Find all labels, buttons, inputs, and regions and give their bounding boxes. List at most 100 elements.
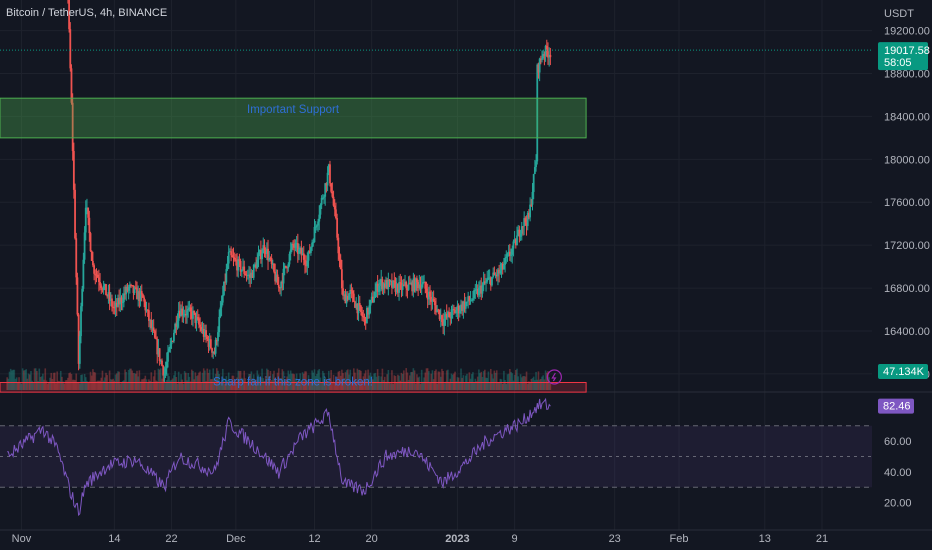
volume-bar xyxy=(320,382,323,390)
candle-body xyxy=(497,269,499,277)
candle-body xyxy=(538,58,541,73)
candle-body xyxy=(107,292,110,297)
volume-bar xyxy=(36,371,38,390)
volume-bar xyxy=(279,378,281,390)
volume-bar xyxy=(283,381,286,390)
volume-bar xyxy=(164,381,167,390)
candle-body xyxy=(188,307,191,309)
rsi-value: 82.46 xyxy=(883,401,911,413)
candle-body xyxy=(531,191,534,205)
volume-bar xyxy=(481,376,484,390)
candle-body xyxy=(71,102,74,152)
candle-body xyxy=(402,284,405,286)
candle-body xyxy=(319,204,322,215)
volume-bar xyxy=(229,379,231,390)
candle-body xyxy=(256,259,259,269)
candle-body xyxy=(468,296,471,301)
volume-bar xyxy=(113,380,116,390)
volume-bar xyxy=(482,371,485,390)
volume-bar xyxy=(444,381,447,390)
volume-bar xyxy=(25,369,28,390)
volume-bar xyxy=(363,373,366,390)
volume-bar xyxy=(345,370,348,390)
candle-body xyxy=(198,318,200,325)
volume-bar xyxy=(372,379,374,390)
candle-body xyxy=(75,238,78,278)
volume-bar xyxy=(269,371,272,390)
candle-body xyxy=(261,253,263,260)
candle-body xyxy=(305,264,308,267)
candle-body xyxy=(405,281,408,289)
candle-body xyxy=(400,282,403,290)
volume-bar xyxy=(313,369,316,390)
candle-body xyxy=(292,244,294,246)
volume-bar xyxy=(107,382,110,390)
volume-bar xyxy=(202,368,205,390)
volume-bar xyxy=(125,371,128,390)
candle-body xyxy=(239,260,242,272)
volume-bar xyxy=(34,368,37,390)
volume-bar xyxy=(354,372,356,390)
candle-body xyxy=(385,280,387,288)
volume-bar xyxy=(162,381,165,390)
volume-bar xyxy=(543,379,546,390)
candle-body xyxy=(533,167,536,175)
candle-body xyxy=(364,317,367,324)
candle-body xyxy=(362,316,365,318)
volume-bar xyxy=(369,372,372,390)
volume-bar xyxy=(518,383,521,390)
candle-body xyxy=(482,281,485,286)
candle-body xyxy=(248,274,250,276)
candle-body xyxy=(144,301,147,311)
candle-body xyxy=(182,314,185,316)
candle-body xyxy=(192,310,194,319)
candle-body xyxy=(420,284,423,289)
candle-body xyxy=(326,172,329,186)
candle-body xyxy=(273,263,275,272)
candle-body xyxy=(414,278,417,291)
candle-body xyxy=(148,310,150,321)
candle-body xyxy=(269,257,272,259)
candle-body xyxy=(543,54,546,56)
candle-body xyxy=(196,317,199,319)
candle-body xyxy=(109,298,112,301)
volume-bar xyxy=(161,378,163,390)
volume-bar xyxy=(132,373,135,390)
volume-bar xyxy=(117,371,119,390)
candle-body xyxy=(108,292,111,301)
volume-bar xyxy=(460,368,462,390)
candle-body xyxy=(318,214,321,222)
candle-body xyxy=(175,323,178,327)
candle-body xyxy=(456,305,459,311)
support-zone xyxy=(0,97,587,139)
volume-bar xyxy=(418,376,421,390)
candle-body xyxy=(237,259,240,271)
candle-body xyxy=(513,239,516,242)
volume-bar xyxy=(243,370,246,390)
candle-body xyxy=(285,265,287,268)
volume-bar xyxy=(254,381,256,390)
volume-bar xyxy=(38,368,41,390)
candle-body xyxy=(306,260,309,267)
candle-body xyxy=(500,263,503,271)
candle-body xyxy=(274,271,277,282)
volume-bar xyxy=(392,383,394,390)
candle-body xyxy=(157,348,160,355)
candle-body xyxy=(388,279,391,282)
volume-bar xyxy=(380,376,383,390)
volume-bar xyxy=(221,368,224,390)
candle-body xyxy=(487,277,490,280)
volume-bar xyxy=(155,380,157,390)
volume-bar xyxy=(381,368,384,390)
candle-body xyxy=(481,285,484,294)
volume-bar xyxy=(158,369,161,390)
candle-body xyxy=(81,288,84,307)
candle-body xyxy=(437,309,440,311)
volume-bar xyxy=(63,383,66,390)
volume-bar xyxy=(503,370,505,390)
volume-bar xyxy=(226,380,229,390)
volume-bar xyxy=(146,382,149,390)
volume-bar xyxy=(53,372,56,390)
danger-zone-label: Sharp fall if this zone is broken! xyxy=(213,376,373,388)
candle-body xyxy=(323,196,325,198)
